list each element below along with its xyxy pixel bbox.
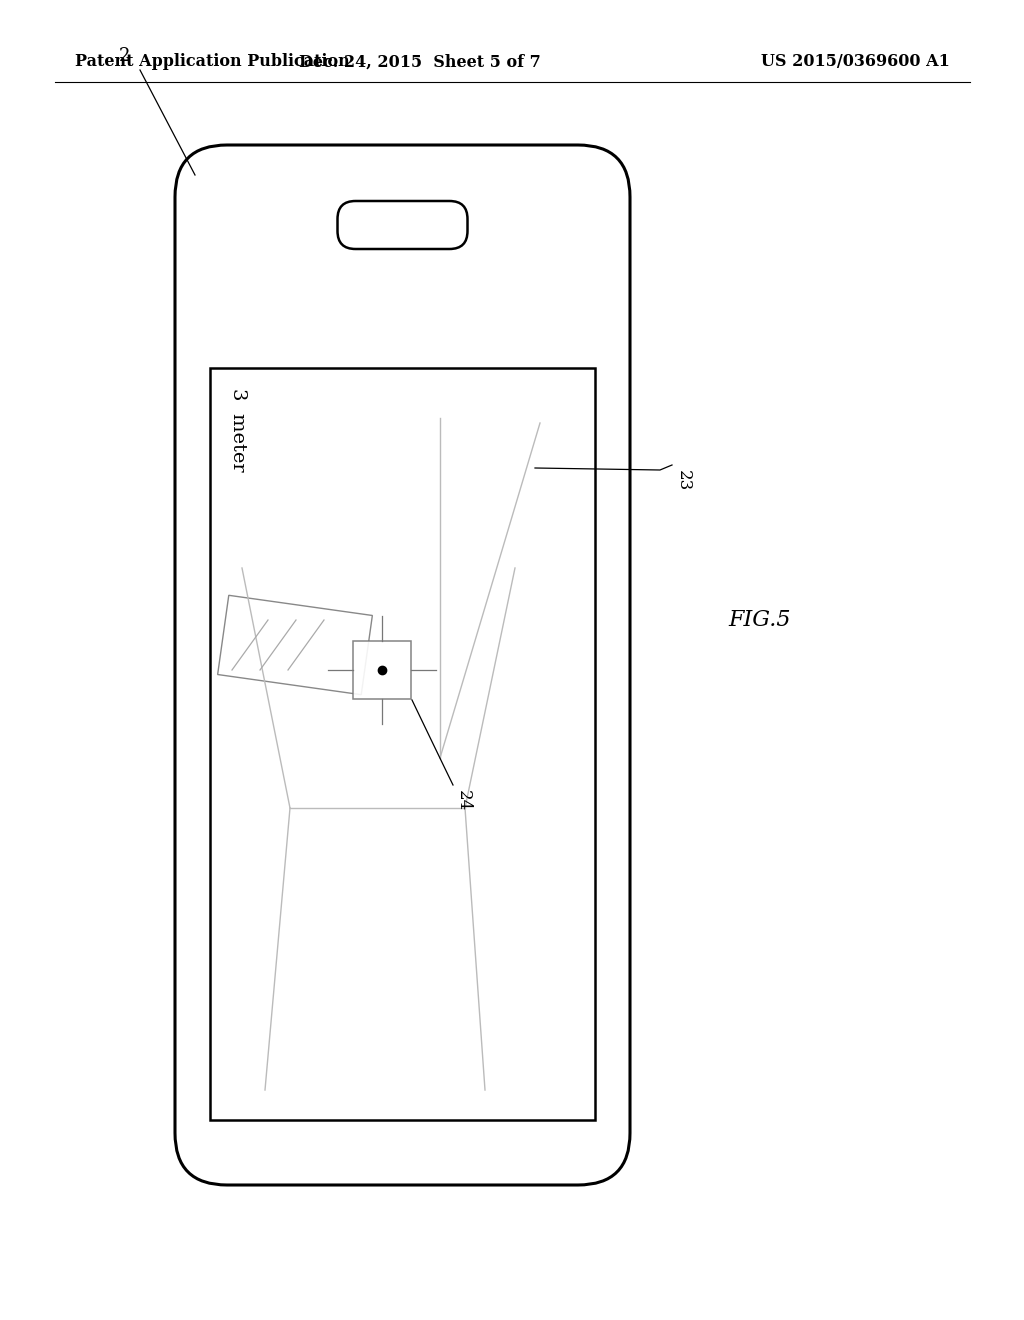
FancyBboxPatch shape xyxy=(175,145,630,1185)
Text: FIG.5: FIG.5 xyxy=(729,609,792,631)
Text: 24: 24 xyxy=(455,789,472,812)
Bar xyxy=(353,642,411,700)
FancyBboxPatch shape xyxy=(338,201,468,249)
Bar xyxy=(210,368,595,1119)
Text: Dec. 24, 2015  Sheet 5 of 7: Dec. 24, 2015 Sheet 5 of 7 xyxy=(299,54,541,70)
Polygon shape xyxy=(218,595,373,694)
Text: 23: 23 xyxy=(675,470,692,491)
Text: Patent Application Publication: Patent Application Publication xyxy=(75,54,350,70)
Text: US 2015/0369600 A1: US 2015/0369600 A1 xyxy=(761,54,950,70)
Text: 3  meter: 3 meter xyxy=(229,388,247,471)
Text: 2: 2 xyxy=(119,48,130,65)
